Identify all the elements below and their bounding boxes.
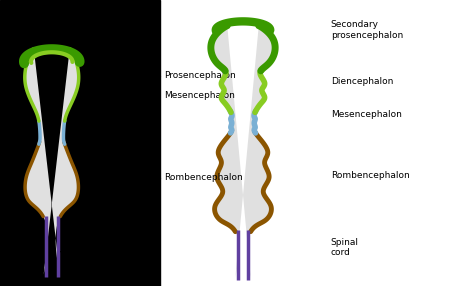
Text: Spinal
cord: Spinal cord <box>331 238 359 257</box>
Polygon shape <box>25 49 79 275</box>
Bar <box>0 0 160 286</box>
Text: Secondary
prosencephalon: Secondary prosencephalon <box>331 20 403 40</box>
Polygon shape <box>211 26 275 277</box>
Text: Rombencephalon: Rombencephalon <box>164 173 243 182</box>
Text: Rombencephalon: Rombencephalon <box>331 171 410 180</box>
Text: nal: nal <box>122 231 135 239</box>
Text: Mesencephalon: Mesencephalon <box>331 110 401 119</box>
Text: Diencephalon: Diencephalon <box>331 77 393 86</box>
Text: Mesencephalon: Mesencephalon <box>164 91 235 100</box>
Text: Prosencephalon: Prosencephalon <box>164 71 236 80</box>
